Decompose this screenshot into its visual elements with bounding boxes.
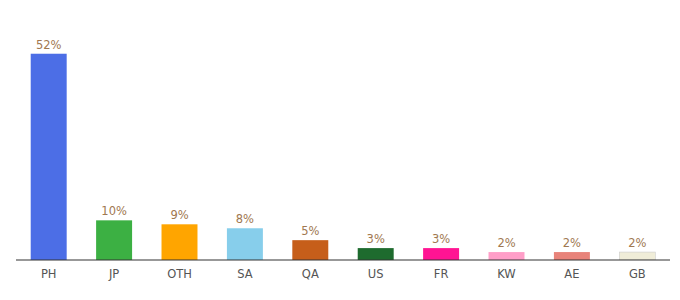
data-label: 2% (628, 236, 646, 250)
bar (423, 248, 459, 260)
bar (31, 54, 67, 260)
data-label: 8% (236, 212, 254, 226)
data-label: 5% (301, 224, 319, 238)
bar (162, 224, 198, 260)
data-label: 52% (36, 38, 62, 52)
data-label: 3% (432, 232, 450, 246)
data-label: 2% (497, 236, 515, 250)
bar (96, 220, 132, 260)
x-tick-label: US (368, 267, 384, 281)
x-tick-label: FR (434, 267, 449, 281)
bar (554, 252, 590, 260)
bar (227, 228, 263, 260)
data-label: 9% (170, 208, 188, 222)
data-label: 2% (563, 236, 581, 250)
data-label: 3% (367, 232, 385, 246)
x-tick-label: GB (629, 267, 646, 281)
data-labels: 52% 10% 9% 8% 5% 3% 3% 2% 2% 2% (36, 38, 647, 250)
x-tick-label: OTH (167, 267, 192, 281)
bar (489, 252, 525, 260)
x-tick-label: PH (41, 267, 57, 281)
bar (358, 248, 394, 260)
x-tick-label: QA (302, 267, 319, 281)
x-tick-label: KW (497, 267, 516, 281)
x-tick-label: AE (564, 267, 579, 281)
data-label: 10% (101, 204, 127, 218)
bar (292, 240, 328, 260)
bar (619, 252, 655, 260)
x-tick-label: JP (108, 267, 119, 281)
bars (31, 54, 656, 260)
chart: 52% 10% 9% 8% 5% 3% 3% 2% 2% 2% PH JP OTH SA QA US FR KW A… (0, 0, 680, 300)
x-axis-line (16, 259, 670, 260)
x-tick-label: SA (237, 267, 253, 281)
x-axis: PH JP OTH SA QA US FR KW AE GB (41, 267, 646, 281)
chart-container: 52% 10% 9% 8% 5% 3% 3% 2% 2% 2% PH JP OTH SA QA US FR KW A… (0, 0, 680, 300)
